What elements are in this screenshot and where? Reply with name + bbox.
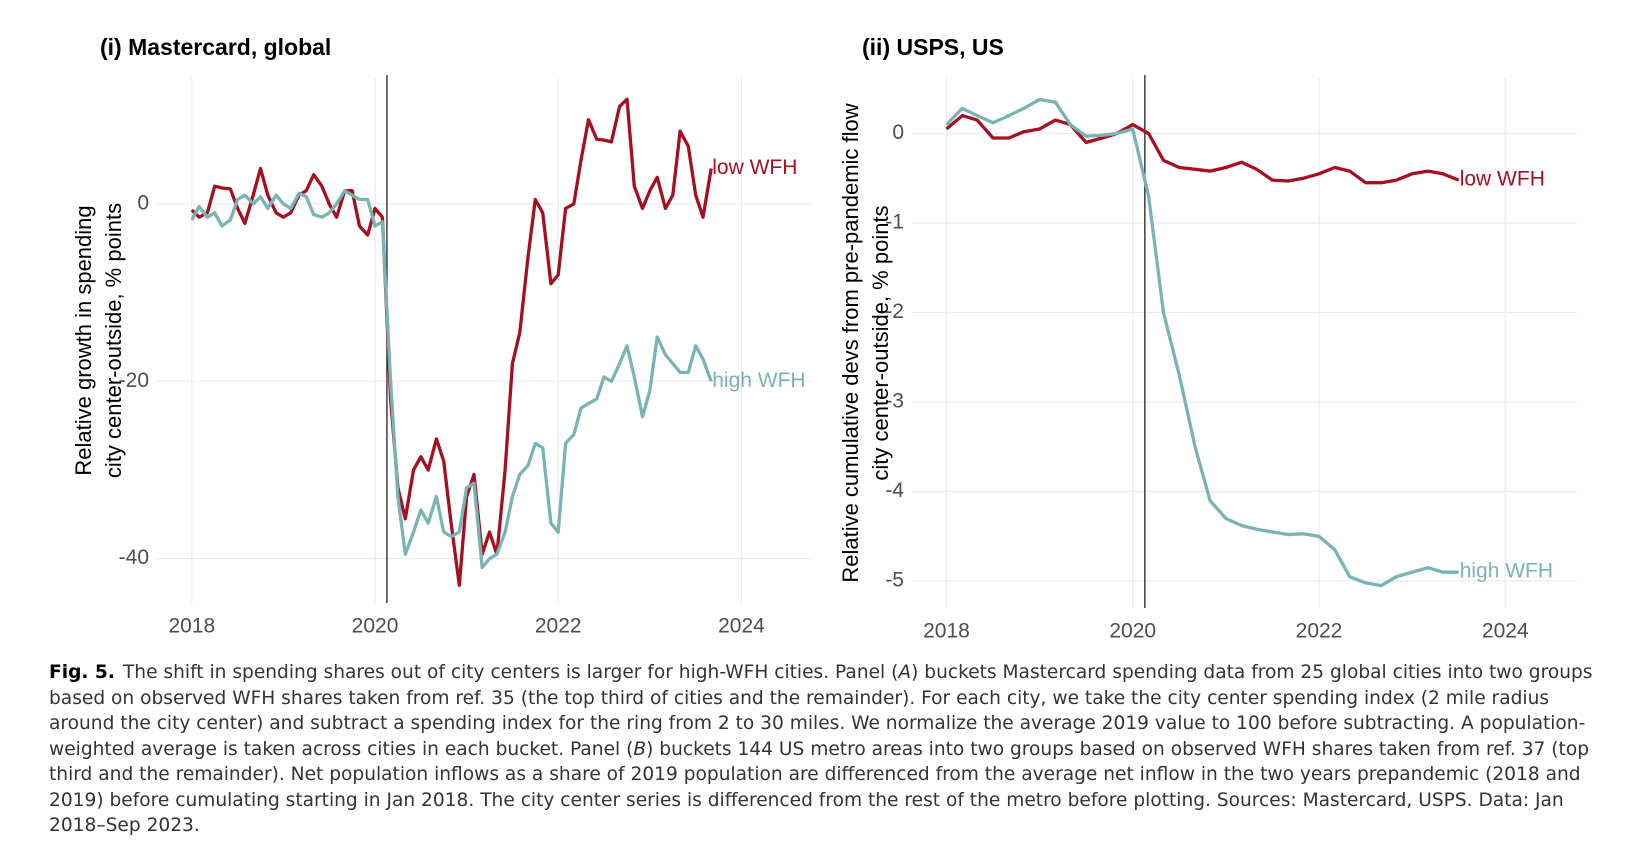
y-tick-label: -5 bbox=[885, 569, 904, 592]
x-tick-label: 2022 bbox=[1296, 620, 1343, 643]
y-tick-label: -20 bbox=[119, 369, 149, 392]
x-tick-label: 2024 bbox=[1482, 620, 1529, 643]
x-tick-label: 2020 bbox=[1109, 620, 1156, 643]
data-line bbox=[190, 97, 713, 587]
series-label: low WFH bbox=[712, 156, 797, 179]
series-label: high WFH bbox=[712, 369, 805, 392]
x-tick-label: 2024 bbox=[718, 615, 765, 638]
y-tick-label: 0 bbox=[137, 191, 149, 214]
y-tick-label: -1 bbox=[885, 211, 904, 234]
panel-title: (i) Mastercard, global bbox=[100, 34, 331, 60]
caption: Fig. 5. The shift in spending shares out … bbox=[49, 660, 1601, 839]
series-label: low WFH bbox=[1460, 168, 1545, 191]
caption-text: A bbox=[898, 662, 912, 683]
y-tick-label: -3 bbox=[885, 390, 904, 413]
y-tick-label: -2 bbox=[885, 300, 904, 323]
y-tick-label: -4 bbox=[885, 479, 904, 502]
data-line bbox=[945, 97, 1459, 588]
caption-text: ) buckets Mastercard spending data from … bbox=[49, 662, 1593, 760]
caption-label: Fig. 5. bbox=[49, 662, 115, 683]
caption-text: B bbox=[633, 738, 647, 760]
data-line bbox=[945, 113, 1460, 185]
x-tick-label: 2020 bbox=[352, 615, 399, 638]
caption-text: ) buckets 144 US metro areas into two gr… bbox=[49, 738, 1590, 837]
series-label: high WFH bbox=[1460, 560, 1553, 583]
data-line bbox=[190, 188, 713, 570]
y-axis-title: city center-outside, % points bbox=[868, 205, 893, 480]
y-axis-title: Relative cumulative devs from pre-pandem… bbox=[838, 103, 863, 582]
y-tick-label: -40 bbox=[119, 546, 149, 569]
x-tick-label: 2022 bbox=[535, 615, 582, 638]
y-tick-label: 0 bbox=[892, 121, 904, 144]
y-axis-title: city center-outside, % points bbox=[101, 203, 126, 478]
x-tick-label: 2018 bbox=[168, 615, 215, 638]
y-axis-title: Relative growth in spending bbox=[71, 205, 96, 475]
x-tick-label: 2018 bbox=[923, 620, 970, 643]
figure: (i) Mastercard, global (ii) USPS, US 201… bbox=[71, 34, 1577, 643]
caption-text: The shift in spending shares out of city… bbox=[122, 662, 899, 683]
panel-title: (ii) USPS, US bbox=[862, 34, 1004, 60]
